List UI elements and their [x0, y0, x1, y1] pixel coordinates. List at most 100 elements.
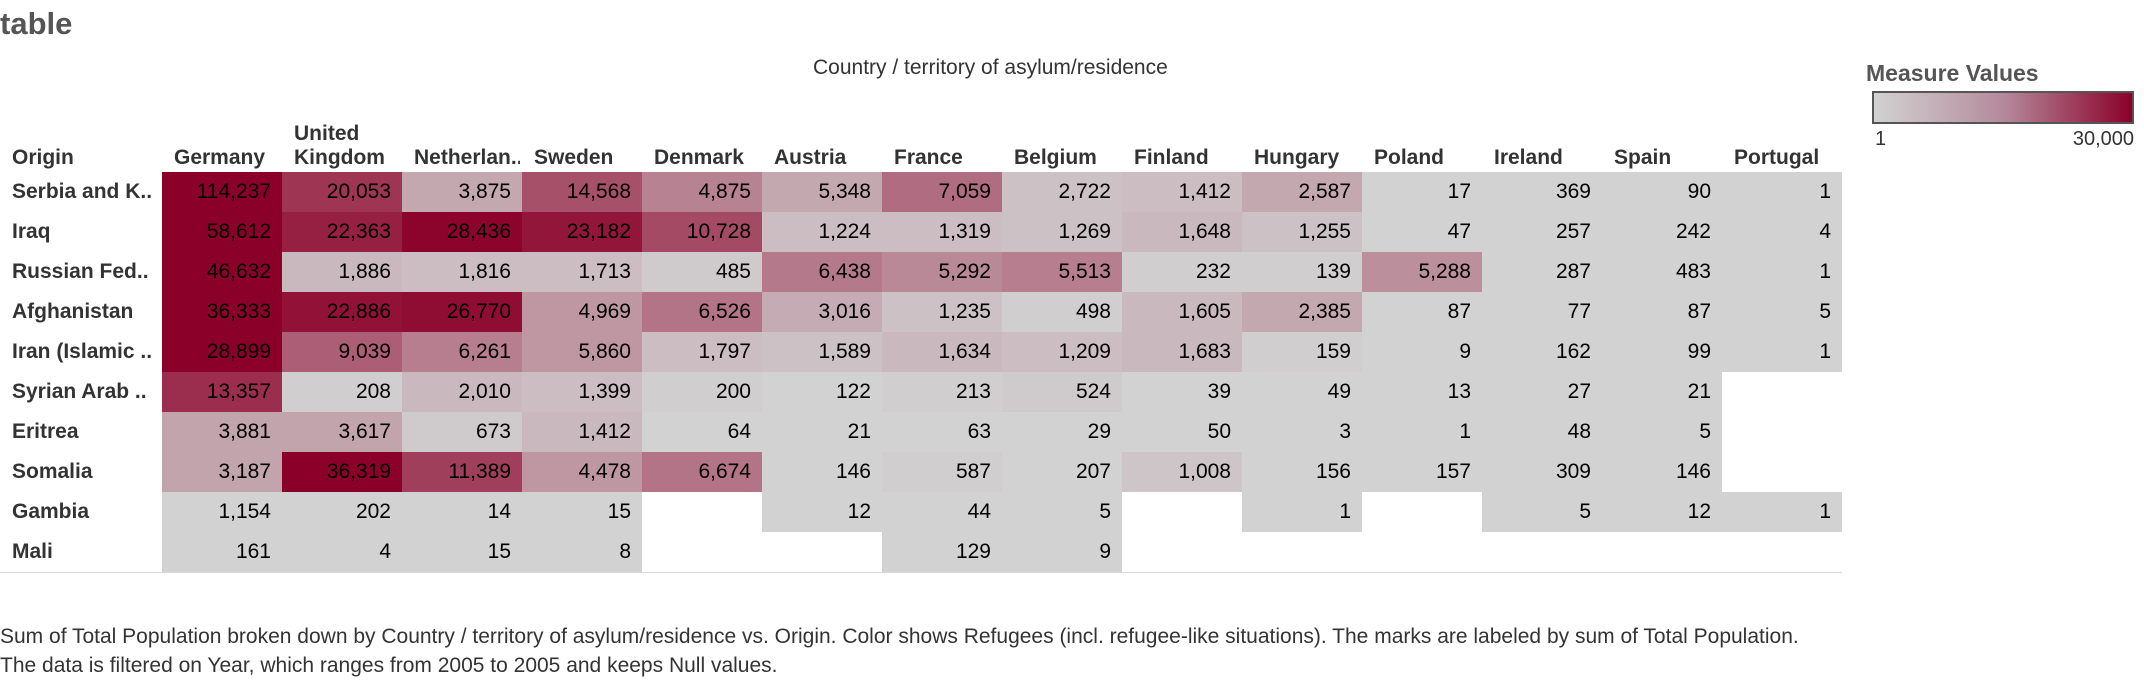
- heatmap-cell[interactable]: 64: [642, 412, 762, 452]
- heatmap-cell[interactable]: 4: [1722, 212, 1842, 252]
- heatmap-cell[interactable]: 2,587: [1242, 172, 1362, 212]
- heatmap-cell[interactable]: 1,224: [762, 212, 882, 252]
- heatmap-cell[interactable]: 114,237: [162, 172, 282, 212]
- heatmap-cell[interactable]: 139: [1242, 252, 1362, 292]
- heatmap-cell[interactable]: 87: [1602, 292, 1722, 332]
- heatmap-cell[interactable]: 129: [882, 532, 1002, 572]
- heatmap-cell[interactable]: 146: [762, 452, 882, 492]
- heatmap-cell[interactable]: 21: [1602, 372, 1722, 412]
- heatmap-cell[interactable]: 1,399: [522, 372, 642, 412]
- heatmap-cell[interactable]: 14,568: [522, 172, 642, 212]
- heatmap-cell[interactable]: 1,605: [1122, 292, 1242, 332]
- heatmap-cell[interactable]: 13,357: [162, 372, 282, 412]
- heatmap-cell[interactable]: 58,612: [162, 212, 282, 252]
- heatmap-cell[interactable]: 1,648: [1122, 212, 1242, 252]
- heatmap-cell[interactable]: 159: [1242, 332, 1362, 372]
- heatmap-cell[interactable]: 202: [282, 492, 402, 532]
- heatmap-cell[interactable]: 3,016: [762, 292, 882, 332]
- heatmap-cell[interactable]: 157: [1362, 452, 1482, 492]
- heatmap-cell[interactable]: 49: [1242, 372, 1362, 412]
- heatmap-cell[interactable]: 287: [1482, 252, 1602, 292]
- heatmap-cell[interactable]: 3,881: [162, 412, 282, 452]
- heatmap-cell[interactable]: 5,513: [1002, 252, 1122, 292]
- heatmap-cell[interactable]: 1,269: [1002, 212, 1122, 252]
- heatmap-cell[interactable]: 12: [762, 492, 882, 532]
- heatmap-cell[interactable]: 369: [1482, 172, 1602, 212]
- heatmap-cell[interactable]: 5: [1002, 492, 1122, 532]
- heatmap-cell[interactable]: 90: [1602, 172, 1722, 212]
- heatmap-cell[interactable]: 36,333: [162, 292, 282, 332]
- heatmap-cell[interactable]: 15: [522, 492, 642, 532]
- heatmap-cell[interactable]: 77: [1482, 292, 1602, 332]
- heatmap-cell[interactable]: 1,412: [522, 412, 642, 452]
- heatmap-cell[interactable]: 4,478: [522, 452, 642, 492]
- heatmap-cell[interactable]: 5,292: [882, 252, 1002, 292]
- heatmap-cell[interactable]: 213: [882, 372, 1002, 412]
- heatmap-cell[interactable]: 200: [642, 372, 762, 412]
- heatmap-cell[interactable]: 5: [1602, 412, 1722, 452]
- heatmap-cell[interactable]: 27: [1482, 372, 1602, 412]
- heatmap-cell[interactable]: 14: [402, 492, 522, 532]
- heatmap-cell[interactable]: 9: [1002, 532, 1122, 572]
- heatmap-cell[interactable]: 8: [522, 532, 642, 572]
- heatmap-cell[interactable]: 5,288: [1362, 252, 1482, 292]
- heatmap-cell[interactable]: 5,348: [762, 172, 882, 212]
- heatmap-cell[interactable]: 50: [1122, 412, 1242, 452]
- heatmap-cell[interactable]: 22,886: [282, 292, 402, 332]
- heatmap-cell[interactable]: 4,969: [522, 292, 642, 332]
- heatmap-cell[interactable]: 9,039: [282, 332, 402, 372]
- heatmap-cell[interactable]: 63: [882, 412, 1002, 452]
- heatmap-cell[interactable]: 17: [1362, 172, 1482, 212]
- heatmap-cell[interactable]: 1,797: [642, 332, 762, 372]
- heatmap-cell[interactable]: 6,438: [762, 252, 882, 292]
- heatmap-cell[interactable]: 1,412: [1122, 172, 1242, 212]
- heatmap-cell[interactable]: 4: [282, 532, 402, 572]
- heatmap-cell[interactable]: 6,261: [402, 332, 522, 372]
- heatmap-cell[interactable]: 207: [1002, 452, 1122, 492]
- heatmap-cell[interactable]: 242: [1602, 212, 1722, 252]
- heatmap-cell[interactable]: 3: [1242, 412, 1362, 452]
- heatmap-cell[interactable]: 28,899: [162, 332, 282, 372]
- heatmap-cell[interactable]: 156: [1242, 452, 1362, 492]
- heatmap-cell[interactable]: 6,526: [642, 292, 762, 332]
- heatmap-cell[interactable]: 257: [1482, 212, 1602, 252]
- heatmap-cell[interactable]: 1,319: [882, 212, 1002, 252]
- heatmap-cell[interactable]: 2,722: [1002, 172, 1122, 212]
- heatmap-cell[interactable]: 36,319: [282, 452, 402, 492]
- heatmap-cell[interactable]: 48: [1482, 412, 1602, 452]
- heatmap-cell[interactable]: 673: [402, 412, 522, 452]
- heatmap-cell[interactable]: 146: [1602, 452, 1722, 492]
- heatmap-cell[interactable]: 44: [882, 492, 1002, 532]
- heatmap-cell[interactable]: 3,875: [402, 172, 522, 212]
- heatmap-cell[interactable]: 587: [882, 452, 1002, 492]
- heatmap-cell[interactable]: 122: [762, 372, 882, 412]
- heatmap-cell[interactable]: 1,255: [1242, 212, 1362, 252]
- heatmap-cell[interactable]: 4,875: [642, 172, 762, 212]
- heatmap-cell[interactable]: 162: [1482, 332, 1602, 372]
- heatmap-cell[interactable]: 1: [1722, 492, 1842, 532]
- heatmap-cell[interactable]: 3,187: [162, 452, 282, 492]
- heatmap-cell[interactable]: 7,059: [882, 172, 1002, 212]
- heatmap-cell[interactable]: 2,010: [402, 372, 522, 412]
- heatmap-cell[interactable]: 13: [1362, 372, 1482, 412]
- heatmap-cell[interactable]: 309: [1482, 452, 1602, 492]
- heatmap-cell[interactable]: 1,209: [1002, 332, 1122, 372]
- heatmap-cell[interactable]: 1: [1722, 252, 1842, 292]
- heatmap-cell[interactable]: 22,363: [282, 212, 402, 252]
- heatmap-cell[interactable]: 1,713: [522, 252, 642, 292]
- heatmap-cell[interactable]: 1: [1722, 172, 1842, 212]
- heatmap-cell[interactable]: 46,632: [162, 252, 282, 292]
- heatmap-cell[interactable]: 3,617: [282, 412, 402, 452]
- heatmap-cell[interactable]: 39: [1122, 372, 1242, 412]
- heatmap-cell[interactable]: 483: [1602, 252, 1722, 292]
- heatmap-cell[interactable]: 1,008: [1122, 452, 1242, 492]
- heatmap-cell[interactable]: 232: [1122, 252, 1242, 292]
- heatmap-cell[interactable]: 9: [1362, 332, 1482, 372]
- heatmap-cell[interactable]: 23,182: [522, 212, 642, 252]
- heatmap-cell[interactable]: 6,674: [642, 452, 762, 492]
- heatmap-cell[interactable]: 1: [1362, 412, 1482, 452]
- heatmap-cell[interactable]: 485: [642, 252, 762, 292]
- heatmap-cell[interactable]: 15: [402, 532, 522, 572]
- heatmap-cell[interactable]: 28,436: [402, 212, 522, 252]
- heatmap-cell[interactable]: 10,728: [642, 212, 762, 252]
